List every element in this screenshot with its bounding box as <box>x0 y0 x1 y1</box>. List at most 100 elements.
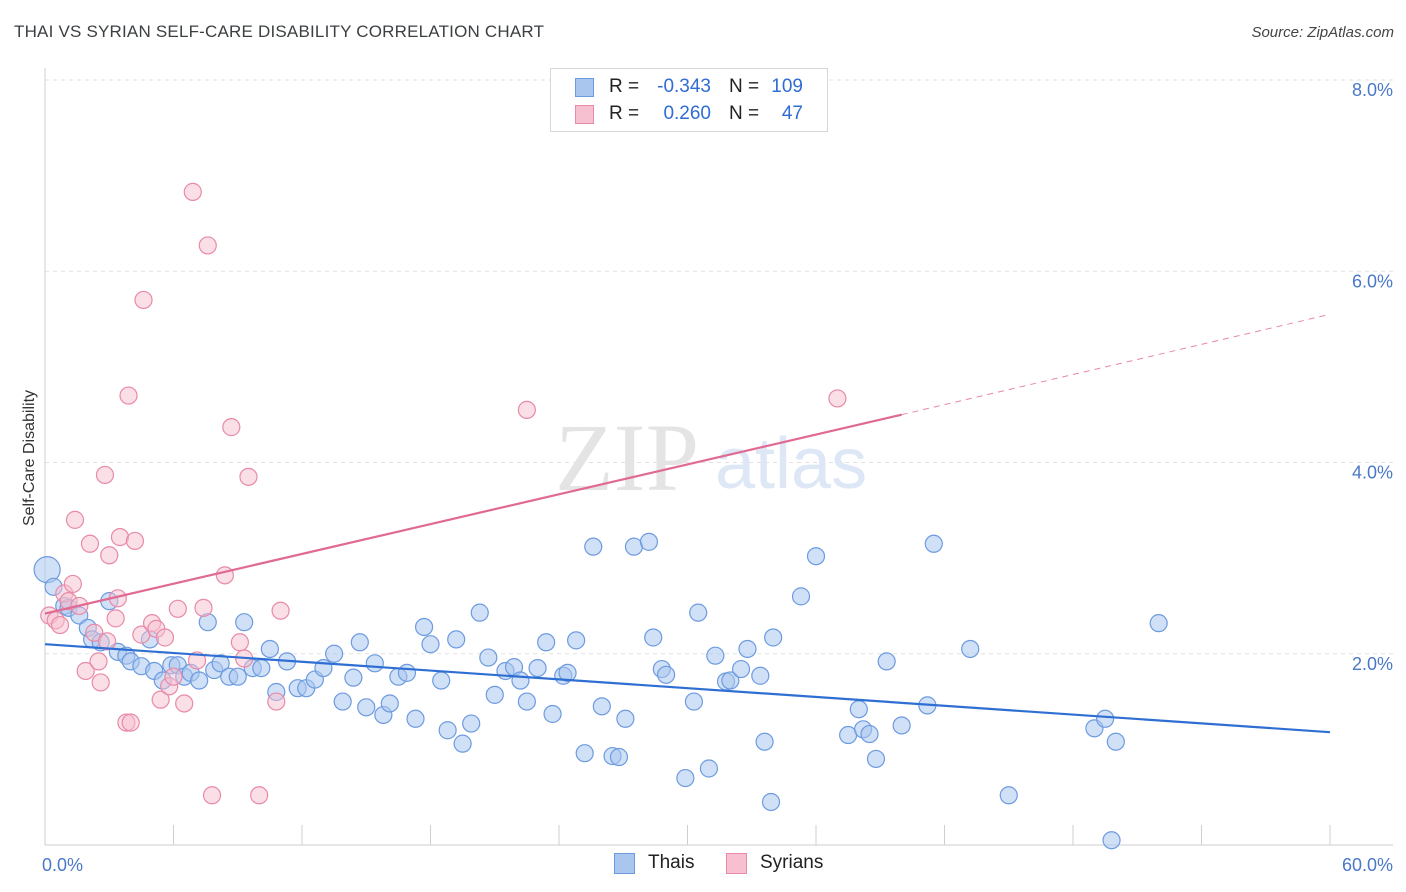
data-point-syrians <box>119 386 138 405</box>
data-point-thais <box>421 635 440 654</box>
data-point-thais <box>1149 614 1168 633</box>
y-axis-title: Self-Care Disability <box>21 390 38 526</box>
watermark: ZIP atlas <box>555 404 867 511</box>
data-point-thais <box>731 659 751 679</box>
data-point-syrians <box>151 690 170 709</box>
data-point-syrians <box>267 692 286 711</box>
data-point-syrians <box>65 510 85 529</box>
data-point-syrians <box>89 652 108 671</box>
data-point-syrians <box>250 786 269 805</box>
data-point-thais <box>877 652 896 671</box>
data-point-thais <box>616 709 635 728</box>
data-point-thais <box>543 704 562 724</box>
data-point-syrians <box>76 661 95 681</box>
data-point-syrians <box>121 713 140 732</box>
trend-line-syrians <box>44 413 902 615</box>
legend-swatch-syrians <box>726 853 747 874</box>
data-point-syrians <box>110 527 130 547</box>
data-point-thais <box>624 537 644 556</box>
trend-line-syrians-extension <box>901 313 1331 416</box>
data-point-thais <box>397 663 417 682</box>
legend-label-thais: Thais <box>648 852 695 873</box>
data-point-thais <box>350 633 369 652</box>
data-point-thais <box>558 663 577 682</box>
legend-n-label: N = <box>729 76 760 97</box>
watermark-zip: ZIP <box>555 404 699 511</box>
legend-row-thais: R = -0.343 N = 109 <box>551 75 827 101</box>
data-point-thais <box>414 617 434 637</box>
data-point-syrians <box>198 236 217 255</box>
data-point-syrians <box>202 786 222 805</box>
data-point-thais <box>721 671 740 690</box>
legend-n-value: 47 <box>781 103 803 124</box>
data-point-thais <box>584 537 603 556</box>
data-point-thais <box>999 786 1018 805</box>
data-point-thais <box>738 639 757 659</box>
data-point-thais <box>764 628 783 647</box>
axes <box>44 68 1393 846</box>
data-point-thais <box>849 700 868 719</box>
data-point-thais <box>806 547 826 566</box>
correlation-legend: R = -0.343 N = 109 R = 0.260 N = 47 <box>550 68 828 132</box>
watermark-atlas: atlas <box>715 424 867 504</box>
data-point-thais <box>211 654 230 673</box>
legend-n-label: N = <box>729 103 760 124</box>
data-point-syrians <box>85 623 104 642</box>
data-point-thais <box>432 671 451 690</box>
data-point-syrians <box>175 694 194 713</box>
data-point-thais <box>924 534 943 553</box>
data-point-thais <box>325 644 344 663</box>
legend-swatch-syrians <box>575 105 594 124</box>
data-point-thais <box>517 692 536 711</box>
data-point-thais <box>689 603 708 622</box>
data-point-syrians <box>168 599 187 618</box>
data-point-thais <box>761 792 781 812</box>
data-point-thais <box>791 587 811 606</box>
data-point-syrians <box>125 531 145 551</box>
data-point-syrians <box>230 633 249 652</box>
chart-title: THAI VS SYRIAN SELF-CARE DISABILITY CORR… <box>14 22 545 41</box>
data-point-thais <box>644 628 663 647</box>
data-point-thais <box>575 744 594 763</box>
data-point-syrians <box>183 182 202 201</box>
legend-r-value: -0.343 <box>657 76 711 97</box>
data-point-thais <box>228 667 247 686</box>
data-point-syrians <box>98 632 117 651</box>
data-point-syrians <box>187 651 207 670</box>
data-point-thais <box>609 747 629 767</box>
legend-r-label: R = <box>609 76 640 97</box>
legend-row-syrians: R = 0.260 N = 47 <box>551 102 827 128</box>
legend-swatch-thais <box>614 853 635 874</box>
data-point-thais <box>260 639 279 659</box>
data-point-thais <box>656 665 676 684</box>
x-tick-label: 0.0% <box>42 855 83 875</box>
data-point-syrians <box>194 598 213 617</box>
data-point-thais <box>699 759 719 778</box>
y-tick-label: 2.0% <box>1352 654 1393 674</box>
data-point-thais <box>1096 709 1115 728</box>
data-point-syrians <box>517 400 536 420</box>
data-point-thais <box>357 698 376 717</box>
data-point-syrians <box>828 389 847 408</box>
data-point-thais <box>684 692 704 711</box>
data-point-thais <box>479 648 498 667</box>
data-point-syrians <box>155 628 175 647</box>
data-point-thais <box>235 613 254 632</box>
data-point-syrians <box>222 418 241 437</box>
data-point-syrians <box>80 534 100 553</box>
data-point-thais <box>462 714 481 733</box>
source-label: Source: ZipAtlas.com <box>1251 24 1394 41</box>
data-point-thais <box>438 721 457 740</box>
data-point-syrians <box>134 290 153 310</box>
legend-r-value: 0.260 <box>663 103 711 124</box>
data-point-syrians <box>63 574 82 594</box>
tick-labels: 2.0% 4.0% 6.0% 8.0% 0.0% 60.0% <box>42 80 1393 875</box>
data-point-thais <box>751 666 770 685</box>
y-tick-label: 4.0% <box>1352 463 1393 483</box>
legend-r-label: R = <box>609 103 640 124</box>
data-point-syrians <box>100 546 119 565</box>
series-thais-points <box>33 532 1168 850</box>
y-tick-label: 8.0% <box>1352 80 1393 100</box>
data-point-syrians <box>106 609 125 628</box>
data-point-thais <box>866 749 886 769</box>
